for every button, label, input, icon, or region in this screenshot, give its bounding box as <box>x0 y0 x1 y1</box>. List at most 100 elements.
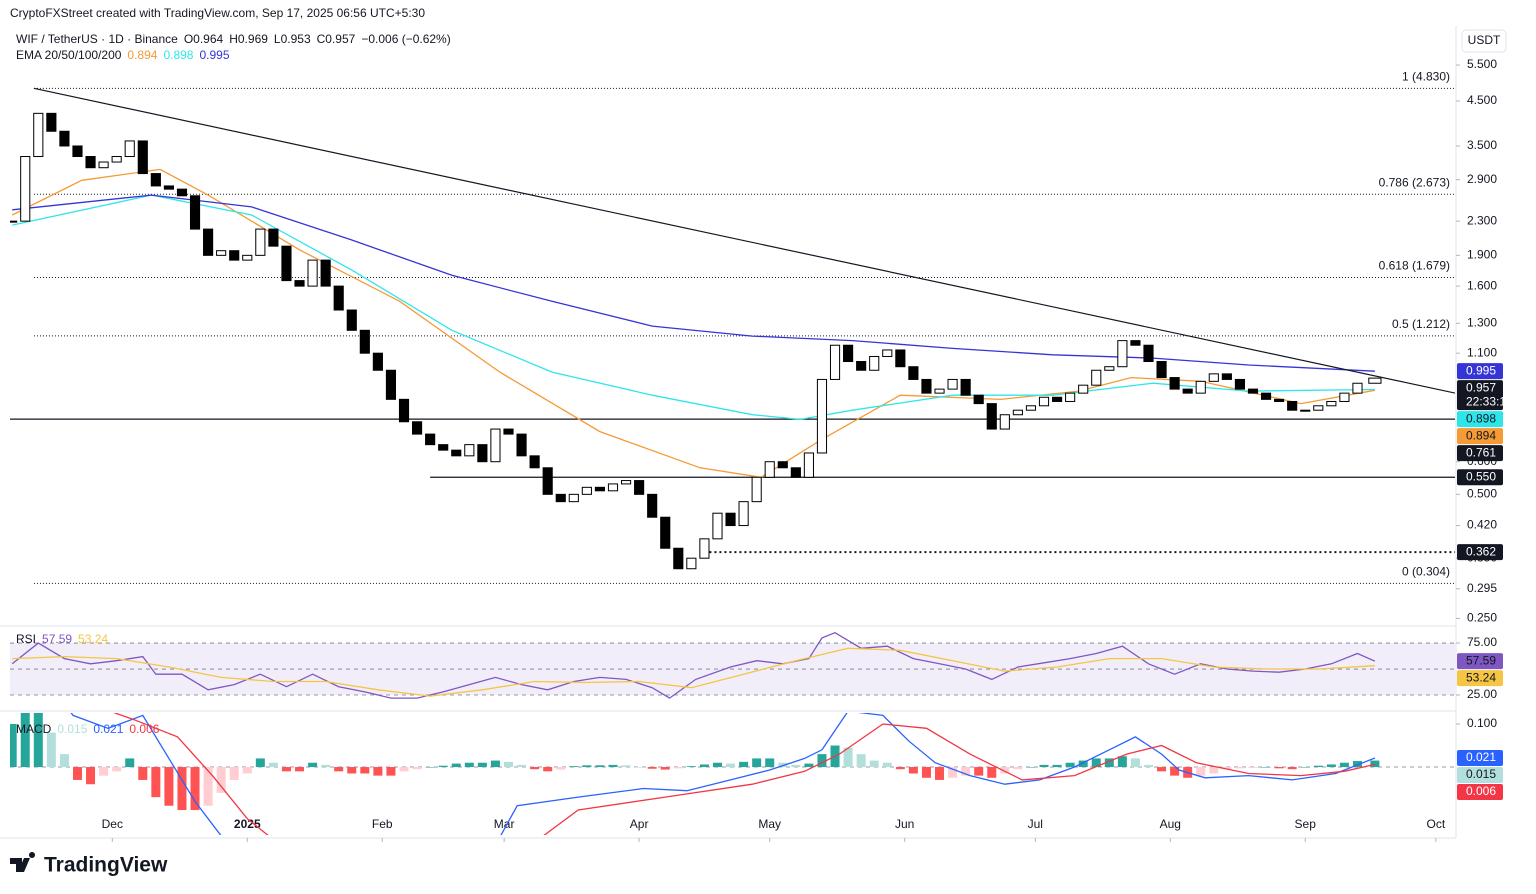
histogram-bar <box>660 767 670 770</box>
candle <box>934 388 945 394</box>
candle <box>816 378 828 454</box>
histogram-bar <box>817 754 827 768</box>
ema-value: 0.898 <box>163 48 193 62</box>
macd-panel <box>10 713 1455 835</box>
currency[interactable]: USDT <box>1468 33 1501 47</box>
candle <box>1143 344 1154 363</box>
histogram-bar <box>921 767 931 778</box>
candle <box>1326 400 1337 407</box>
histogram-bar <box>360 767 370 774</box>
histogram-bar <box>974 767 984 776</box>
candle <box>150 173 161 187</box>
candle <box>333 285 344 311</box>
histogram-bar <box>1026 767 1036 768</box>
candle <box>1221 373 1232 380</box>
histogram-bar <box>451 763 461 768</box>
candle <box>320 259 331 287</box>
currency-box[interactable] <box>1461 29 1507 53</box>
histogram-bar <box>1261 767 1271 768</box>
rsi-panel <box>10 631 1455 699</box>
candle <box>829 344 841 380</box>
price-label: 0.362 <box>1466 544 1496 558</box>
histogram-bar <box>255 758 265 768</box>
macd-value: 0.006 <box>129 722 159 736</box>
price-label-box <box>1457 544 1503 561</box>
candle <box>777 461 788 469</box>
y-tick-label: 4.500 <box>1467 93 1497 107</box>
histogram-bar <box>86 767 96 785</box>
candle <box>712 512 723 540</box>
histogram-bar <box>1209 767 1219 774</box>
candle <box>895 349 906 368</box>
candle <box>438 444 449 451</box>
candle <box>999 414 1010 430</box>
candle <box>1104 366 1115 371</box>
fib-label: 0.786 (2.673) <box>1379 175 1450 189</box>
candle <box>1117 340 1128 368</box>
legend-symbol: WIF / TetherUS · 1D · Binance O0.964 H0.96… <box>16 32 451 46</box>
histogram-bar <box>699 764 709 768</box>
legend-rsi: RSI 57.59 53.24 <box>16 632 108 646</box>
candle <box>33 112 44 158</box>
candle <box>1352 382 1363 394</box>
price-label-box <box>1457 749 1503 766</box>
macd-value: 0.015 <box>57 722 87 736</box>
candle <box>503 428 514 435</box>
histogram-bar <box>791 764 801 768</box>
histogram-bar <box>647 767 657 769</box>
candle <box>581 486 592 495</box>
price-label-box <box>1457 766 1503 783</box>
histogram-bar <box>10 724 17 768</box>
histogram-bar <box>634 767 644 768</box>
histogram-bar <box>190 767 200 811</box>
candle <box>607 483 619 492</box>
x-tick-label: Jul <box>1028 817 1043 831</box>
candle <box>1274 398 1285 402</box>
histogram-bar <box>490 760 500 768</box>
candle <box>803 452 814 478</box>
histogram-bar <box>1339 762 1349 768</box>
candle <box>268 228 279 247</box>
histogram-bar <box>543 767 553 772</box>
candle <box>1313 405 1324 411</box>
price-axis: 5.500 4.500 3.500 2.900 2.300 1.900 1.600 1.300… <box>1456 57 1497 625</box>
rsi-line <box>12 647 1375 697</box>
candle <box>790 467 801 478</box>
histogram-bar <box>1130 758 1140 768</box>
price-label-box <box>1457 428 1503 445</box>
histogram-bar <box>1091 758 1101 768</box>
histogram-bar <box>464 762 474 768</box>
histogram-bar <box>712 762 722 768</box>
price-label: 57.59 <box>1466 653 1496 667</box>
histogram-bar <box>334 767 344 772</box>
candle <box>451 449 462 457</box>
macd-line <box>113 713 1376 835</box>
y-tick-label: 2.300 <box>1467 213 1497 227</box>
candle <box>568 493 579 503</box>
histogram-bar <box>856 754 866 768</box>
macd-title: MACD <box>16 722 52 736</box>
candle <box>856 361 867 371</box>
candle <box>203 228 214 256</box>
candle <box>1156 361 1167 379</box>
candle <box>85 156 96 169</box>
macd-value: 0.021 <box>93 722 123 736</box>
candle <box>189 195 201 230</box>
histogram-bar <box>686 766 696 768</box>
histogram-bar <box>1052 764 1062 768</box>
candle <box>216 250 227 256</box>
candle <box>1038 396 1050 407</box>
candle <box>647 493 658 518</box>
candle <box>947 378 958 390</box>
ema-line <box>11 168 1376 478</box>
candle <box>464 444 475 457</box>
candle <box>516 433 527 457</box>
trendline <box>33 87 1455 394</box>
price-label: 0.894 <box>1466 428 1496 442</box>
legend-macd: MACD 0.015 0.021 0.006 <box>16 722 160 736</box>
countdown: 22:33:15 <box>1466 394 1513 408</box>
x-tick-label: Jun <box>895 817 914 831</box>
histogram-bar <box>556 767 566 770</box>
histogram-bar <box>608 764 618 768</box>
